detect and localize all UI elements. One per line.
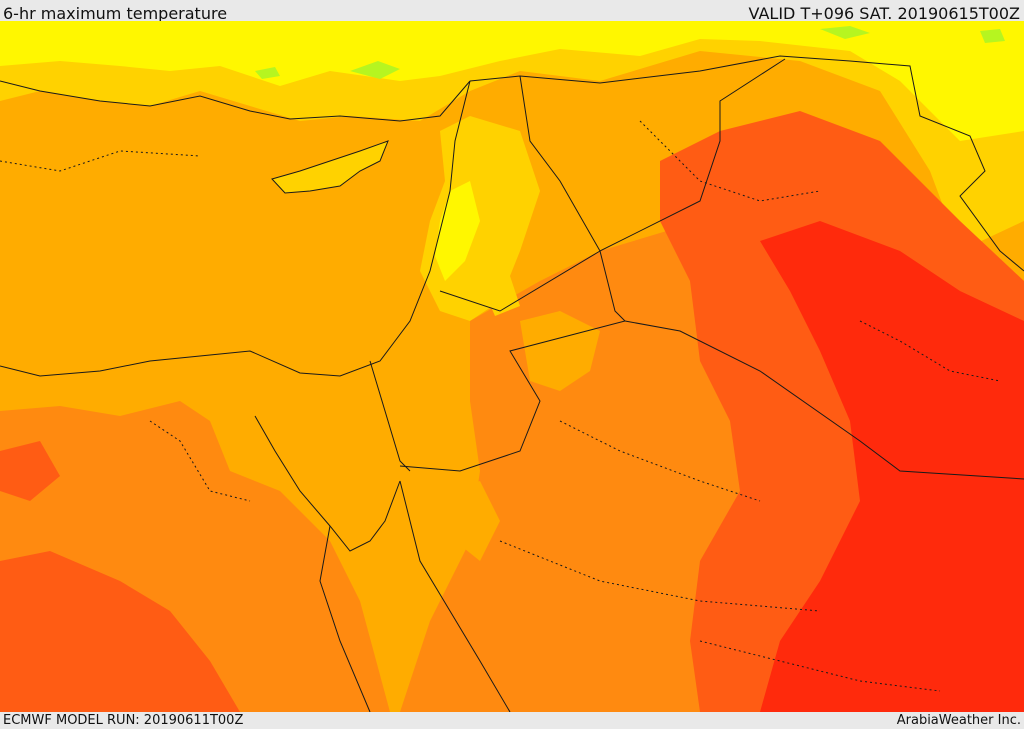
mild-pocket-2 [450, 481, 500, 561]
map-title: 6-hr maximum temperature [3, 4, 228, 23]
regional-borders [0, 120, 1001, 692]
green-patch-4 [255, 67, 280, 79]
very-warm-patch-west [0, 441, 60, 501]
mild-pocket-1 [520, 311, 600, 391]
hot-zone-gulf [760, 221, 1024, 712]
very-warm-zone-egypt [0, 551, 240, 712]
coastlines [0, 80, 511, 712]
cool-pocket-jordan [480, 276, 520, 316]
cyprus-island [272, 141, 388, 193]
green-patch-2 [820, 26, 870, 39]
political-borders [369, 55, 1024, 480]
valid-time-label: VALID T+096 SAT. 20190615T00Z [748, 4, 1020, 23]
green-patch-1 [350, 61, 400, 79]
model-run-label: ECMWF MODEL RUN: 20190611T00Z [3, 713, 244, 728]
cool-zone-north [0, 21, 1024, 251]
credit-label: ArabiaWeather Inc. [896, 713, 1021, 728]
temperature-map[interactable] [0, 21, 1024, 712]
coolest-zone-north [0, 21, 1024, 141]
green-patch-3 [980, 29, 1005, 43]
